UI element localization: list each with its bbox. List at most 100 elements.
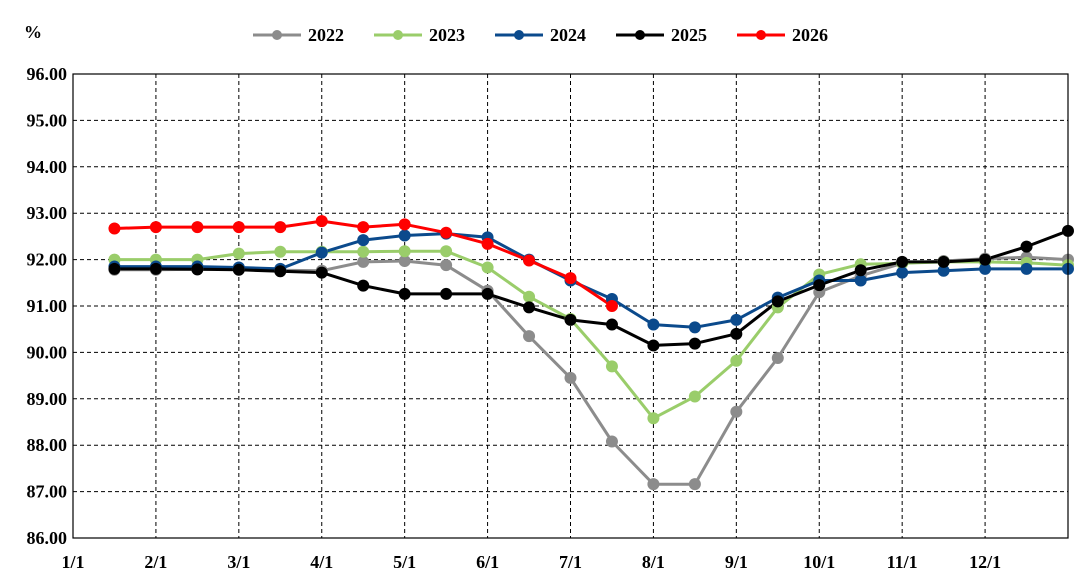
data-point-2025	[108, 262, 121, 275]
legend-label-2023: 2023	[429, 25, 465, 45]
data-point-2023	[274, 245, 287, 258]
y-axis-ticks: 96.00 95.00 94.00 93.00 92.00 91.00 90.00 89.00…	[27, 64, 68, 548]
x-tick-label: 3/1	[227, 552, 250, 572]
y-tick-label: 94.00	[27, 157, 68, 177]
data-point-2025	[937, 255, 950, 268]
data-point-2026	[191, 221, 204, 234]
data-point-2023	[605, 360, 618, 373]
data-point-2024	[937, 264, 950, 277]
data-point-2022	[564, 371, 577, 384]
legend-label-2026: 2026	[792, 25, 828, 45]
data-point-2023	[481, 261, 494, 274]
data-point-2025	[481, 287, 494, 300]
data-point-2025	[357, 279, 370, 292]
data-point-2022	[688, 478, 701, 491]
data-point-2022	[440, 259, 453, 272]
x-tick-label: 1/1	[61, 552, 84, 572]
data-point-2024	[730, 313, 743, 326]
data-point-2023	[688, 390, 701, 403]
data-point-2026	[523, 254, 536, 267]
data-point-2025	[730, 327, 743, 340]
data-point-2025	[813, 279, 826, 292]
data-point-2025	[771, 295, 784, 308]
data-point-2025	[274, 265, 287, 278]
data-point-2023	[730, 354, 743, 367]
data-point-2022	[647, 478, 660, 491]
data-point-2024	[357, 234, 370, 247]
data-point-2023	[523, 290, 536, 303]
legend-swatch-marker	[393, 30, 403, 40]
data-point-2022	[523, 330, 536, 343]
data-point-2025	[232, 263, 245, 276]
data-point-2025	[1020, 240, 1033, 253]
x-tick-label: 5/1	[393, 552, 416, 572]
data-point-2025	[605, 318, 618, 331]
data-point-2022	[398, 254, 411, 267]
y-tick-label: 91.00	[27, 296, 68, 316]
x-tick-label: 6/1	[476, 552, 499, 572]
data-point-2025	[149, 262, 162, 275]
y-tick-label: 93.00	[27, 203, 68, 223]
legend-swatch-marker	[272, 30, 282, 40]
data-point-2025	[647, 339, 660, 352]
data-point-2022	[771, 351, 784, 364]
data-point-2026	[398, 218, 411, 231]
y-tick-label: 92.00	[27, 250, 68, 270]
data-point-2026	[149, 221, 162, 234]
legend-label-2022: 2022	[308, 25, 344, 45]
data-point-2026	[357, 221, 370, 234]
legend-label-2024: 2024	[550, 25, 586, 45]
data-point-2024	[854, 274, 867, 287]
x-tick-label: 7/1	[559, 552, 582, 572]
data-point-2022	[357, 255, 370, 268]
data-point-2025	[523, 301, 536, 314]
data-point-2026	[564, 272, 577, 285]
data-point-2025	[979, 253, 992, 266]
data-point-2024	[315, 246, 328, 259]
y-tick-label: 89.00	[27, 389, 68, 409]
data-point-2024	[979, 262, 992, 275]
data-point-2025	[398, 287, 411, 300]
data-point-2025	[688, 337, 701, 350]
data-point-2025	[564, 313, 577, 326]
data-point-2026	[315, 215, 328, 228]
series-line-2024	[114, 232, 1068, 329]
data-point-2026	[605, 300, 618, 312]
x-tick-label: 8/1	[642, 552, 665, 572]
data-point-2022	[730, 405, 743, 418]
x-axis-ticks: 1/1 2/1 3/1 4/1 5/1 6/1 7/1 8/1 9/1 10/1 11/1 12/1	[61, 552, 1001, 572]
series-line-2025	[114, 229, 1069, 347]
y-tick-label: 95.00	[27, 110, 68, 130]
data-point-2024	[688, 321, 701, 334]
data-point-2022	[605, 435, 618, 448]
y-tick-label: 96.00	[27, 64, 68, 84]
data-point-2024	[647, 318, 660, 331]
gridlines	[73, 74, 1068, 538]
series-line-2023	[114, 249, 1069, 420]
legend-swatch-marker	[514, 30, 524, 40]
data-point-2026	[440, 226, 453, 239]
y-tick-label: 87.00	[27, 482, 68, 502]
x-tick-label: 11/1	[887, 552, 918, 572]
data-point-2025	[440, 287, 453, 300]
series-points	[108, 215, 1074, 491]
data-point-2024	[1020, 262, 1033, 275]
y-tick-label: 88.00	[27, 435, 68, 455]
data-point-2026	[481, 237, 494, 250]
data-point-2025	[315, 266, 328, 279]
y-unit-label: %	[24, 22, 42, 42]
legend: 2022 2023 2024 2025 2026	[253, 25, 828, 45]
data-point-2023	[647, 412, 660, 425]
data-point-2023	[357, 245, 370, 258]
y-tick-label: 90.00	[27, 342, 68, 362]
data-point-2026	[232, 221, 245, 234]
y-tick-label: 86.00	[27, 528, 68, 548]
x-tick-label: 9/1	[725, 552, 748, 572]
data-point-2025	[191, 263, 204, 276]
legend-swatch-marker	[756, 30, 766, 40]
legend-swatch-marker	[635, 30, 645, 40]
data-point-2023	[398, 245, 411, 258]
data-point-2024	[896, 266, 909, 279]
data-point-2023	[232, 247, 245, 260]
